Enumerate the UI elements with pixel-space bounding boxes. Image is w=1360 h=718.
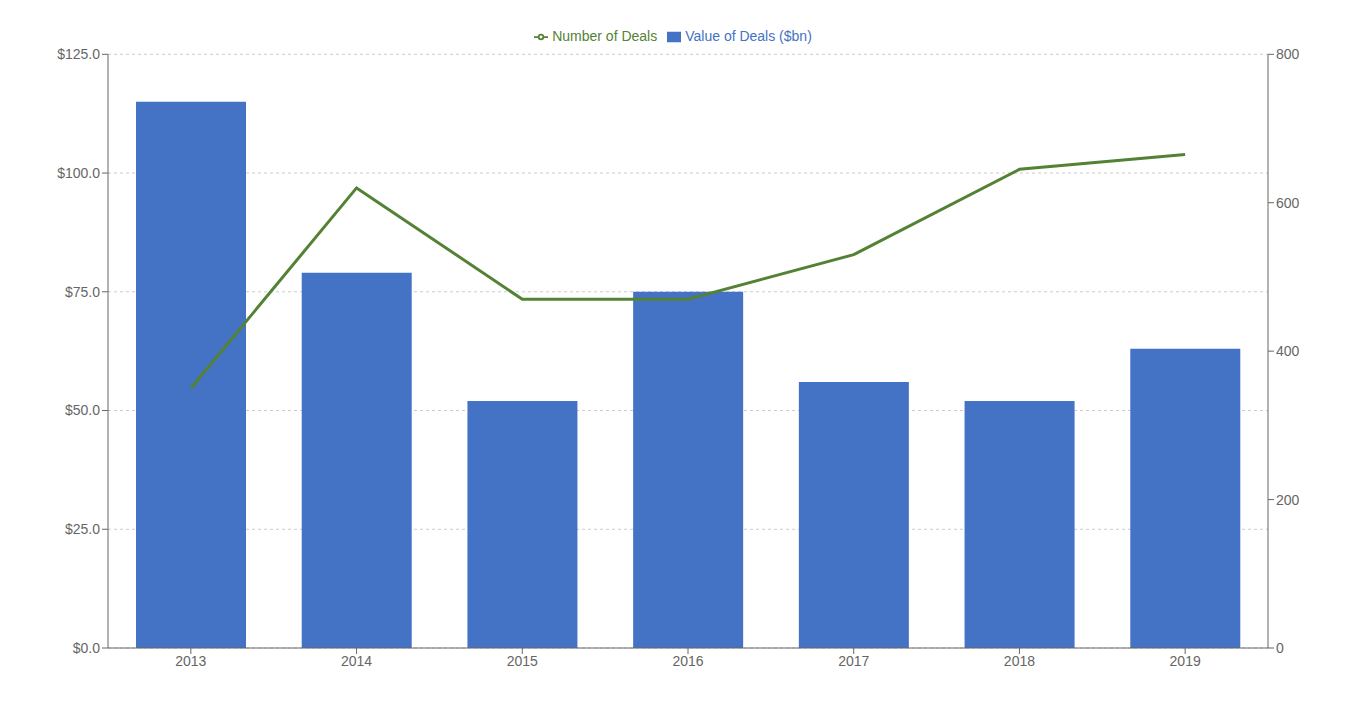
- html-text:Number of Deals: Number of Deals: [552, 28, 658, 44]
- svg-text:$125.0: $125.0: [57, 46, 100, 62]
- svg-text:2014: 2014: [341, 653, 372, 669]
- html-text:Value of Deals ($bn): Value of Deals ($bn): [685, 28, 812, 44]
- svg-text:$100.0: $100.0: [57, 165, 100, 181]
- svg-text:2016: 2016: [672, 653, 703, 669]
- svg-text:$75.0: $75.0: [65, 284, 100, 300]
- svg-text:200: 200: [1276, 492, 1300, 508]
- svg-text:0: 0: [1276, 640, 1284, 656]
- svg-text:600: 600: [1276, 195, 1300, 211]
- svg-text:2018: 2018: [1004, 653, 1035, 669]
- svg-text:400: 400: [1276, 343, 1300, 359]
- svg-text:2015: 2015: [507, 653, 538, 669]
- svg-text:$50.0: $50.0: [65, 402, 100, 418]
- svg-text:$25.0: $25.0: [65, 521, 100, 537]
- svg-text:2017: 2017: [838, 653, 869, 669]
- svg-text:2013: 2013: [175, 653, 206, 669]
- svg-text:$0.0: $0.0: [73, 640, 100, 656]
- svg-text:800: 800: [1276, 46, 1300, 62]
- svg-text:2019: 2019: [1170, 653, 1201, 669]
